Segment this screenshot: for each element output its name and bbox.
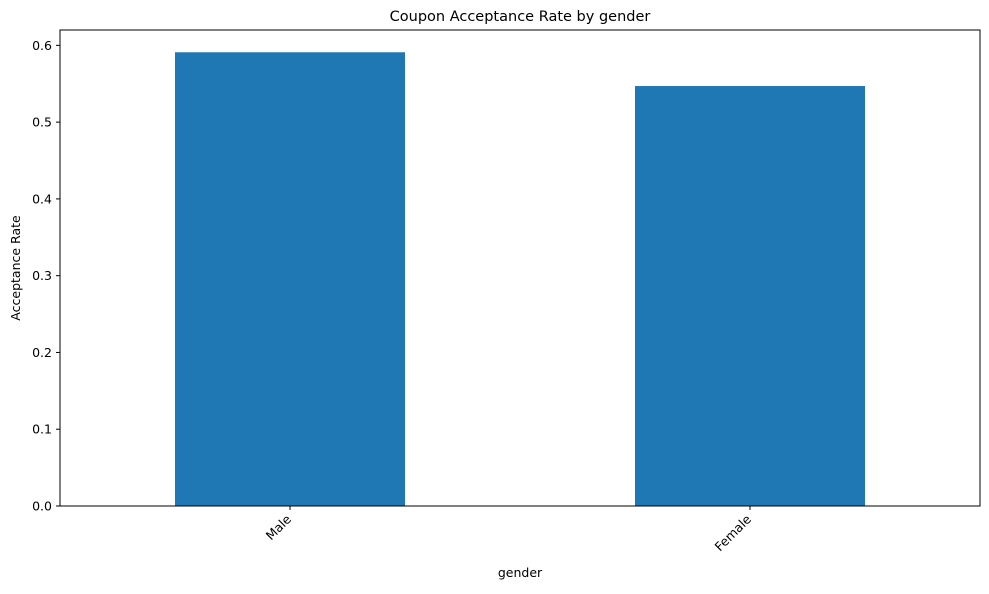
x-tick-label: Female <box>712 511 755 554</box>
x-tick-label: Male <box>263 511 295 543</box>
bars-group <box>175 52 865 506</box>
y-axis-label: Acceptance Rate <box>8 215 23 321</box>
y-tick-label: 0.0 <box>32 499 52 514</box>
y-tick-label: 0.1 <box>32 422 52 437</box>
plot-area-frame <box>59 29 981 507</box>
bar-female <box>635 86 865 506</box>
y-tick-label: 0.3 <box>32 268 52 283</box>
x-axis: Male Female <box>263 506 755 554</box>
y-axis: 0.0 0.1 0.2 0.3 0.4 0.5 0.6 <box>32 38 60 514</box>
x-axis-label: gender <box>498 565 543 580</box>
bar-male <box>175 52 405 506</box>
y-tick-label: 0.6 <box>32 38 52 53</box>
y-tick-label: 0.4 <box>32 191 52 206</box>
chart-title: Coupon Acceptance Rate by gender <box>390 9 651 25</box>
y-tick-label: 0.5 <box>32 115 52 130</box>
y-tick-label: 0.2 <box>32 345 52 360</box>
